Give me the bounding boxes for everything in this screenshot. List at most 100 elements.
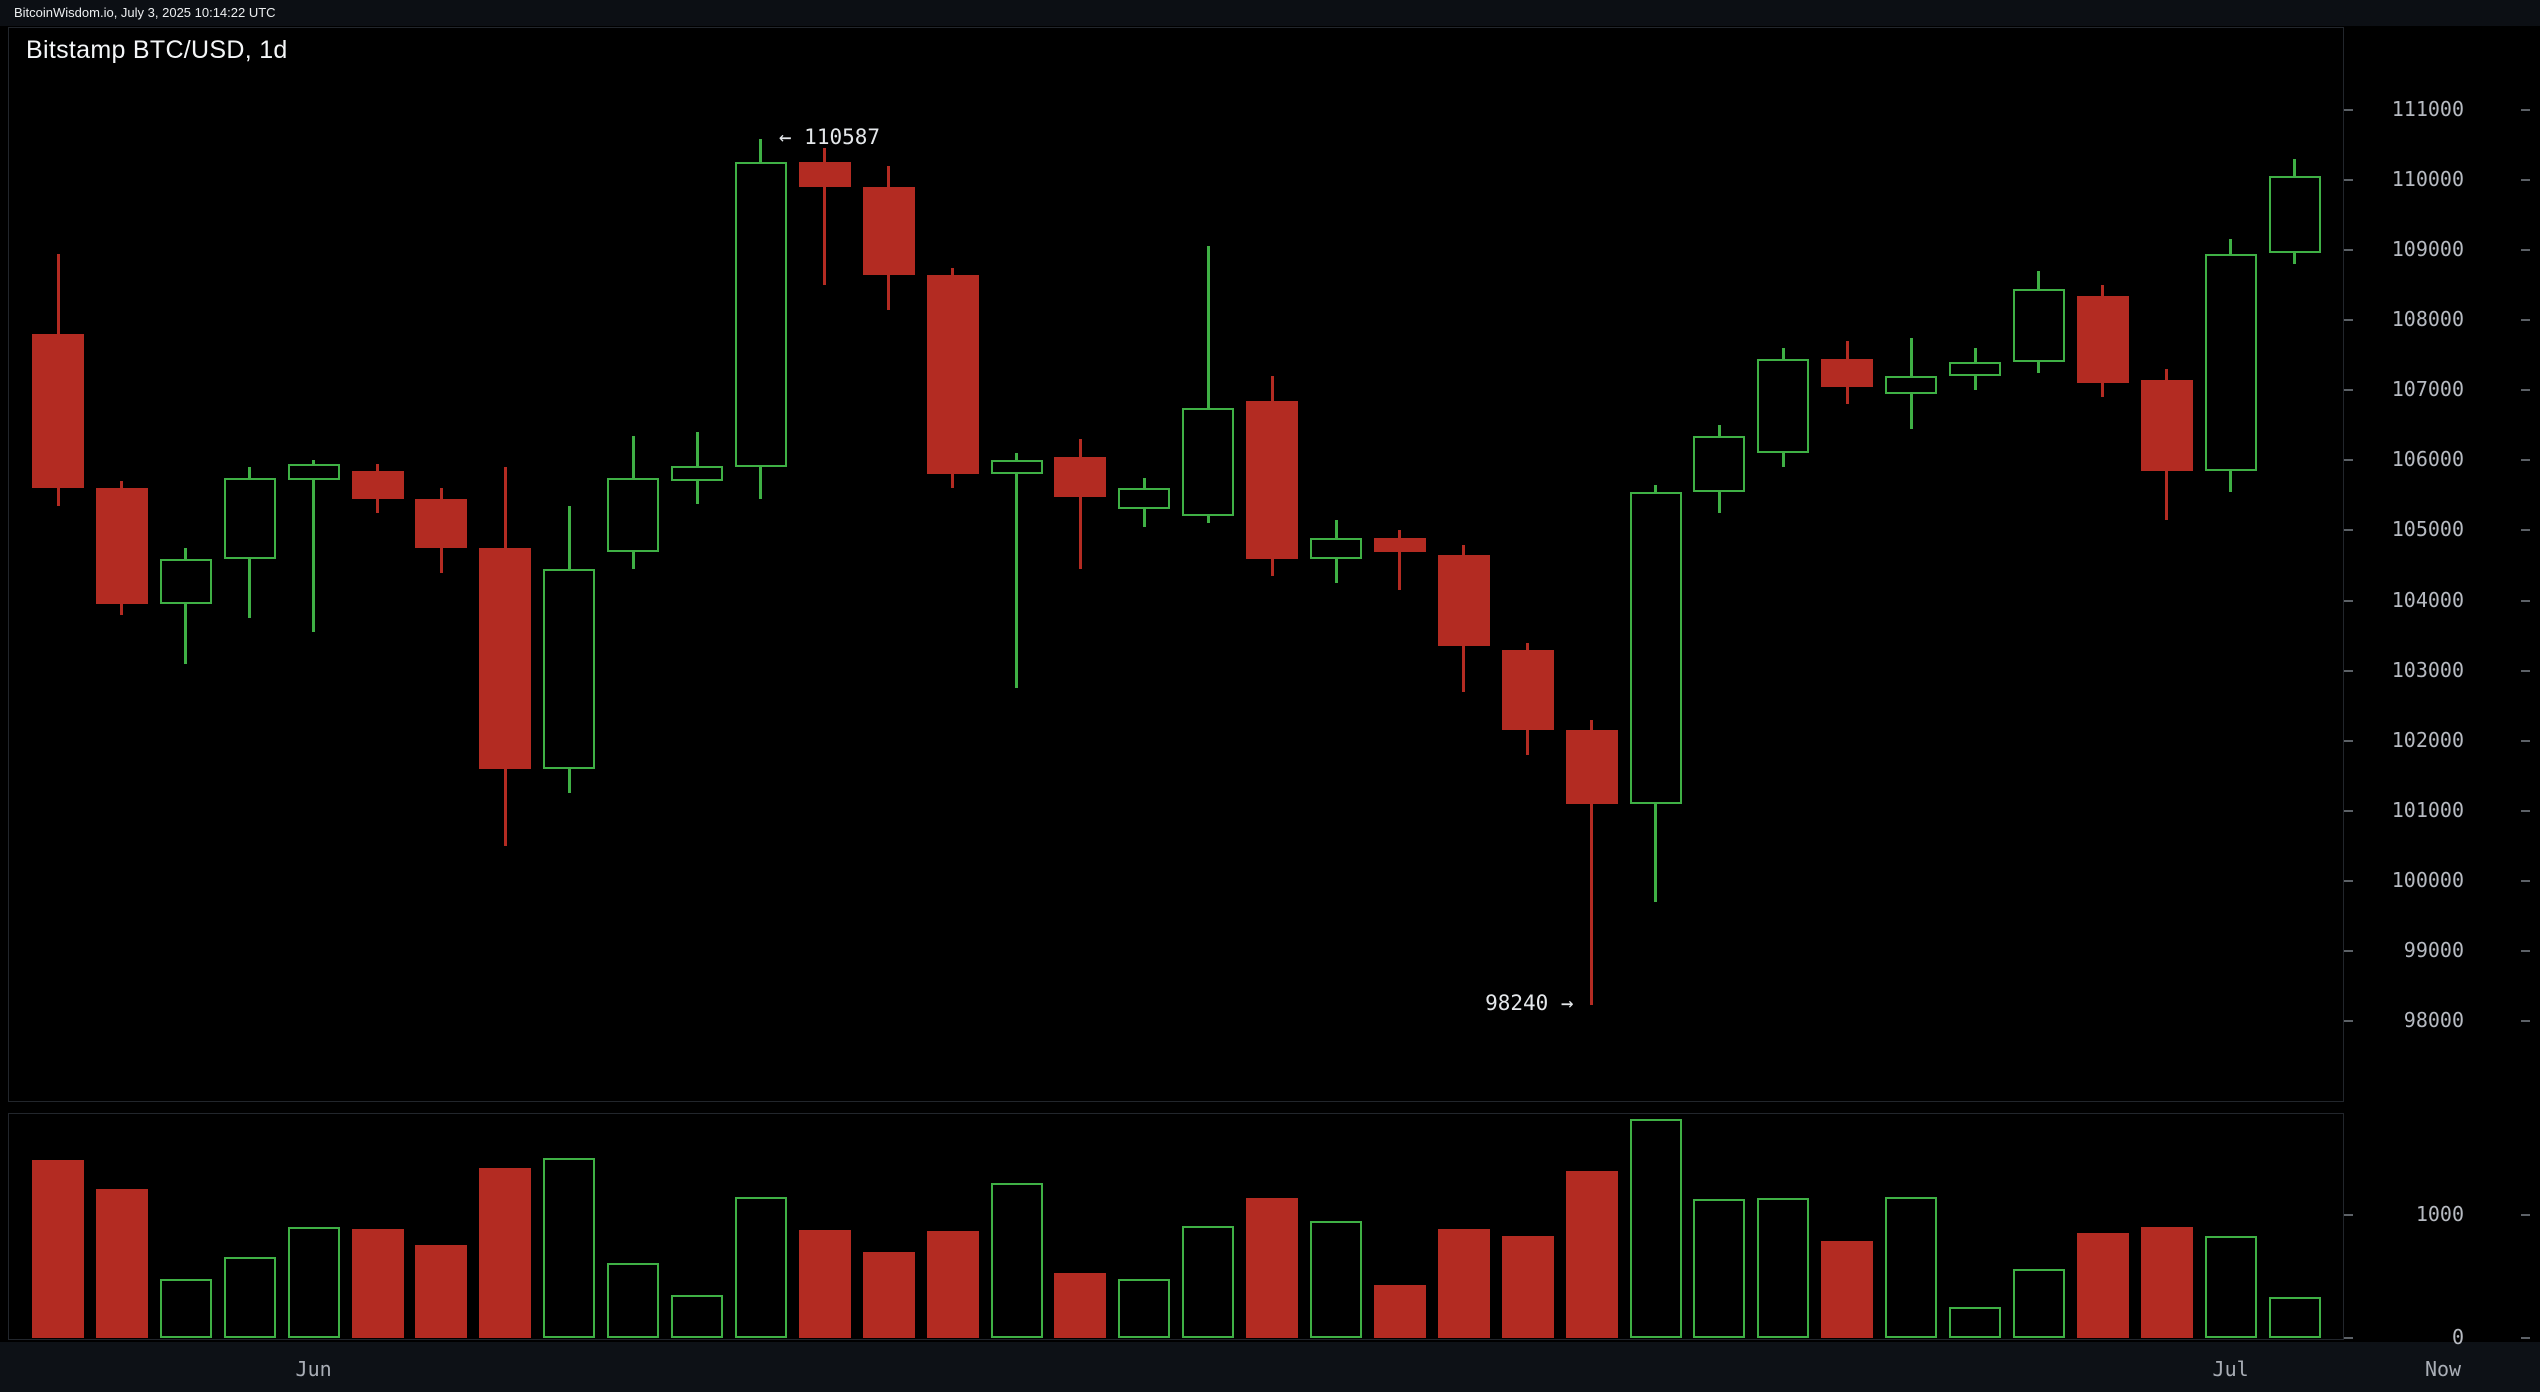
candle-body-up xyxy=(2204,253,2257,471)
time-axis-label: Jul xyxy=(2212,1357,2249,1381)
volume-bar-up xyxy=(223,1256,276,1338)
price-chart-panel[interactable] xyxy=(8,27,2344,1102)
candle-wick-down xyxy=(1398,530,1402,591)
candle-body-up xyxy=(2268,176,2321,254)
tick-mark-left xyxy=(2344,108,2353,111)
volume-bar-down xyxy=(862,1251,915,1338)
volume-bar-down xyxy=(2076,1233,2129,1338)
chart-title: Bitstamp BTC/USD, 1d xyxy=(26,36,288,64)
volume-bar-down xyxy=(415,1244,468,1338)
candle-body-down xyxy=(351,470,404,499)
tick-mark-left xyxy=(2344,1337,2353,1339)
tick-mark-left xyxy=(2344,950,2353,953)
tick-mark-right xyxy=(2521,389,2530,392)
tick-mark-left xyxy=(2344,669,2353,672)
volume-bar-down xyxy=(32,1159,84,1338)
volume-bar-up xyxy=(1118,1278,1171,1338)
candle-body-up xyxy=(1757,358,1810,454)
tick-mark-left xyxy=(2344,248,2353,251)
tick-mark-right xyxy=(2521,108,2530,111)
candle-body-down xyxy=(2076,295,2129,384)
candle-body-down xyxy=(415,498,468,548)
tick-mark-left xyxy=(2344,529,2353,532)
low-price-annotation: 98240 → xyxy=(1485,990,1574,1015)
volume-bar-up xyxy=(1182,1226,1235,1338)
candle-wick-up xyxy=(1015,453,1018,689)
candle-body-down xyxy=(1054,456,1107,497)
candle-body-down xyxy=(95,488,148,605)
tick-mark-left xyxy=(2344,389,2353,392)
tick-mark-right xyxy=(2521,178,2530,181)
candle-body-down xyxy=(1246,400,1299,559)
volume-bar-up xyxy=(1885,1196,1938,1338)
tick-mark-right xyxy=(2521,809,2530,812)
tick-mark-left xyxy=(2344,319,2353,322)
volume-bar-down xyxy=(926,1231,979,1338)
volume-bar-down xyxy=(2140,1227,2193,1338)
price-axis-label: 103000 xyxy=(2391,657,2464,682)
price-axis-label: 100000 xyxy=(2391,868,2464,893)
volume-bar-up xyxy=(543,1158,596,1338)
tick-mark-right xyxy=(2521,319,2530,322)
volume-bar-down xyxy=(1565,1170,1618,1338)
price-axis-label: 111000 xyxy=(2391,96,2464,121)
candle-body-up xyxy=(159,558,212,605)
candle-body-up xyxy=(2012,288,2065,363)
price-axis-label: 106000 xyxy=(2391,447,2464,472)
volume-bar-up xyxy=(1757,1197,1810,1338)
candle-body-down xyxy=(1821,358,1874,387)
tick-mark-left xyxy=(2344,1214,2353,1217)
status-text: BitcoinWisdom.io, July 3, 2025 10:14:22 … xyxy=(14,5,276,20)
volume-bar-up xyxy=(159,1278,212,1338)
tick-mark-left xyxy=(2344,739,2353,742)
volume-bar-down xyxy=(1437,1228,1490,1338)
tick-mark-right xyxy=(2521,1214,2530,1217)
price-axis-label: 102000 xyxy=(2391,727,2464,752)
candle-body-down xyxy=(479,548,532,769)
candle-wick-down xyxy=(823,148,827,286)
volume-bar-up xyxy=(1310,1221,1362,1338)
tick-mark-left xyxy=(2344,459,2353,462)
price-axis-label: 99000 xyxy=(2403,938,2464,963)
volume-bar-up xyxy=(2012,1269,2065,1338)
candle-body-up xyxy=(287,463,340,480)
volume-panel[interactable] xyxy=(8,1113,2344,1340)
volume-bar-down xyxy=(1373,1285,1426,1338)
top-status-bar: BitcoinWisdom.io, July 3, 2025 10:14:22 … xyxy=(0,0,2540,26)
tick-mark-right xyxy=(2521,950,2530,953)
candle-body-up xyxy=(1182,407,1235,517)
tick-mark-right xyxy=(2521,880,2530,883)
candle-body-up xyxy=(543,569,596,769)
volume-bar-up xyxy=(607,1263,660,1338)
tick-mark-right xyxy=(2521,1337,2530,1339)
price-axis-label: 108000 xyxy=(2391,307,2464,332)
price-axis-label: 104000 xyxy=(2391,587,2464,612)
candle-body-down xyxy=(926,274,979,475)
volume-bar-up xyxy=(671,1294,723,1338)
tick-mark-right xyxy=(2521,1020,2530,1023)
volume-bar-down xyxy=(95,1189,148,1338)
volume-bar-up xyxy=(1629,1119,1682,1338)
tick-mark-right xyxy=(2521,459,2530,462)
volume-bar-up xyxy=(734,1196,787,1338)
price-axis-label: 98000 xyxy=(2403,1008,2464,1033)
candle-body-down xyxy=(2140,379,2193,471)
candle-wick-down xyxy=(1590,719,1594,1005)
candle-body-up xyxy=(990,460,1043,475)
volume-bar-down xyxy=(1246,1197,1299,1338)
candle-body-down xyxy=(1501,649,1554,731)
volume-bar-down xyxy=(1821,1240,1874,1338)
tick-mark-left xyxy=(2344,178,2353,181)
price-axis-label: 105000 xyxy=(2391,517,2464,542)
tick-mark-left xyxy=(2344,1020,2353,1023)
candle-body-down xyxy=(1373,537,1426,552)
high-price-annotation: ← 110587 xyxy=(778,124,881,149)
candle-wick-up xyxy=(312,460,316,633)
candle-body-up xyxy=(1885,376,1938,394)
volume-axis-label: 1000 xyxy=(2415,1202,2464,1227)
candle-body-down xyxy=(1565,730,1618,804)
volume-bar-up xyxy=(1693,1199,1746,1338)
tick-mark-right xyxy=(2521,529,2530,532)
